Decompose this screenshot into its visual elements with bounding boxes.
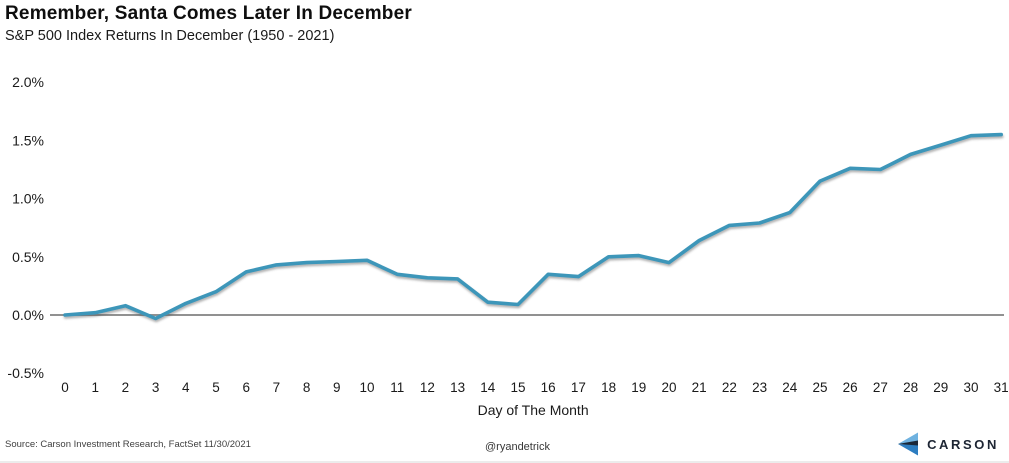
x-tick-label: 11 — [390, 380, 404, 395]
x-tick-label: 18 — [601, 380, 616, 395]
x-tick-label: 0 — [61, 380, 69, 395]
x-tick-label: 2 — [122, 380, 130, 395]
x-tick-label: 16 — [541, 380, 556, 395]
brand-logo: CARSON — [894, 431, 999, 457]
x-tick-label: 5 — [212, 380, 220, 395]
chart-subtitle: S&P 500 Index Returns In December (1950 … — [5, 28, 335, 44]
x-tick-label: 19 — [631, 380, 646, 395]
x-tick-label: 4 — [182, 380, 190, 395]
y-tick-label: 1.5% — [12, 132, 44, 148]
x-tick-label: 25 — [812, 380, 827, 395]
author-handle: @ryandetrick — [485, 441, 550, 453]
x-tick-label: 30 — [963, 380, 978, 395]
x-tick-label: 29 — [933, 380, 948, 395]
line-series — [63, 132, 1004, 321]
y-tick-label: 0.0% — [12, 307, 44, 323]
y-tick-label: 0.5% — [12, 249, 44, 265]
x-tick-label: 17 — [571, 380, 586, 395]
x-tick-label: 24 — [782, 380, 798, 395]
x-tick-label: 22 — [722, 380, 737, 395]
y-tick-label: 2.0% — [12, 74, 44, 90]
x-tick-label: 26 — [843, 380, 858, 395]
x-tick-label: 9 — [333, 380, 341, 395]
x-tick-label: 21 — [692, 380, 707, 395]
x-tick-label: 27 — [873, 380, 888, 395]
y-tick-label: -0.5% — [7, 365, 44, 381]
x-tick-label: 3 — [152, 380, 160, 395]
x-tick-label: 28 — [903, 380, 918, 395]
x-tick-label: 8 — [303, 380, 311, 395]
source-note: Source: Carson Investment Research, Fact… — [5, 439, 251, 450]
x-axis-title: Day of The Month — [478, 402, 589, 418]
brand-name: CARSON — [927, 436, 999, 452]
x-tick-label: 13 — [450, 380, 465, 395]
x-tick-label: 6 — [242, 380, 250, 395]
x-tick-label: 23 — [752, 380, 767, 395]
x-tick-label: 12 — [420, 380, 435, 395]
y-tick-label: 1.0% — [12, 191, 44, 207]
chart-title: Remember, Santa Comes Later In December — [5, 3, 412, 24]
x-tick-label: 20 — [661, 380, 676, 395]
x-tick-label: 15 — [510, 380, 525, 395]
x-tick-label: 1 — [91, 380, 99, 395]
x-tick-label: 10 — [359, 380, 374, 395]
x-tick-label: 31 — [994, 380, 1009, 395]
x-tick-label: 14 — [480, 380, 496, 395]
x-tick-label: 7 — [273, 380, 281, 395]
carson-chevron-icon — [898, 432, 919, 456]
